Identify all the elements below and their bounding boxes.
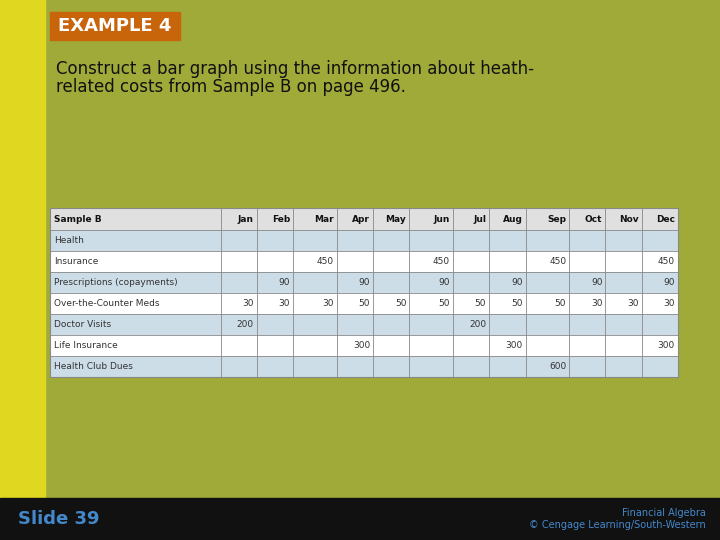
Text: Insurance: Insurance [54,257,99,266]
Bar [50,208,678,230]
Text: 450: 450 [433,257,450,266]
Text: 450: 450 [658,257,675,266]
Text: 50: 50 [438,299,450,308]
Text: 300: 300 [658,341,675,350]
Text: 30: 30 [591,299,603,308]
Text: 90: 90 [279,278,290,287]
Text: Aug: Aug [503,214,523,224]
Text: Construct a bar graph using the information about heath-: Construct a bar graph using the informat… [56,60,534,78]
Text: 50: 50 [511,299,523,308]
Bar [50,293,678,314]
Text: Health: Health [54,236,84,245]
Text: May: May [386,214,406,224]
Text: Apr: Apr [352,214,370,224]
Bar [50,208,678,377]
Text: 200: 200 [237,320,254,329]
Text: 600: 600 [549,362,566,371]
Bar [50,314,678,335]
Text: 30: 30 [323,299,334,308]
Bar [50,251,678,272]
Text: 50: 50 [474,299,486,308]
Text: Jul: Jul [473,214,486,224]
Text: Life Insurance: Life Insurance [54,341,118,350]
Text: Over-the-Counter Meds: Over-the-Counter Meds [54,299,160,308]
Text: Jan: Jan [238,214,254,224]
Text: Feb: Feb [272,214,290,224]
Text: 90: 90 [591,278,603,287]
Text: 90: 90 [438,278,450,287]
Text: Slide 39: Slide 39 [18,510,99,528]
Text: Oct: Oct [585,214,603,224]
Bar [0,0,45,498]
Text: 90: 90 [511,278,523,287]
Text: Dec: Dec [656,214,675,224]
Text: Jun: Jun [433,214,450,224]
Bar [50,335,678,356]
Bar [50,230,678,251]
Text: © Cengage Learning/South-Western: © Cengage Learning/South-Western [529,520,706,530]
Text: 30: 30 [664,299,675,308]
Text: 50: 50 [359,299,370,308]
Text: Sample B: Sample B [54,214,102,224]
Bar [50,356,678,377]
Text: 90: 90 [359,278,370,287]
Text: 200: 200 [469,320,486,329]
Text: 450: 450 [549,257,566,266]
Text: 300: 300 [505,341,523,350]
Bar [50,272,678,293]
Text: 50: 50 [395,299,406,308]
Text: Financial Algebra: Financial Algebra [622,508,706,518]
Text: 300: 300 [353,341,370,350]
Text: 30: 30 [243,299,254,308]
Text: 30: 30 [627,299,639,308]
Text: Nov: Nov [619,214,639,224]
Text: 90: 90 [664,278,675,287]
Text: 450: 450 [317,257,334,266]
Text: 50: 50 [554,299,566,308]
Bar [50,12,180,40]
Text: related costs from Sample B on page 496.: related costs from Sample B on page 496. [56,78,406,96]
Bar [0,498,720,540]
Text: EXAMPLE 4: EXAMPLE 4 [58,17,171,35]
Text: Doctor Visits: Doctor Visits [54,320,111,329]
Text: Health Club Dues: Health Club Dues [54,362,133,371]
Text: Mar: Mar [314,214,334,224]
Text: Sep: Sep [547,214,566,224]
Text: Prescriptions (copayments): Prescriptions (copayments) [54,278,178,287]
Text: 30: 30 [279,299,290,308]
